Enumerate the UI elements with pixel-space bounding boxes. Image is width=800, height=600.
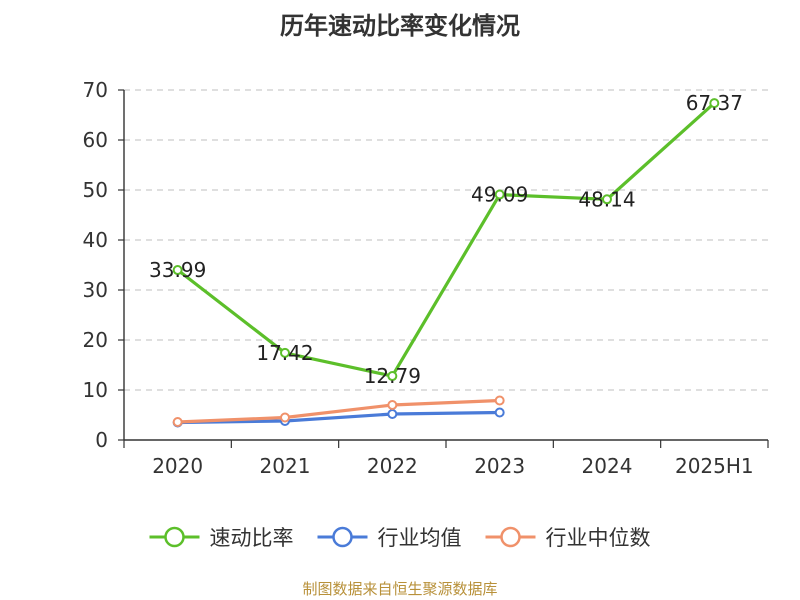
data-label: 49.09 [471,183,528,207]
legend-item[interactable]: 速动比率 [149,526,294,550]
data-label: 48.14 [578,187,635,211]
data-point [387,400,398,410]
legend-item[interactable]: 行业中位数 [485,526,651,550]
y-tick-label: 60 [83,128,108,152]
data-label: 17.42 [256,341,313,365]
chart-title: 历年速动比率变化情况 [280,12,520,40]
data-label: 33.99 [149,258,206,282]
legend-swatch-marker [500,526,521,548]
grid-lines [124,89,768,391]
y-tick-label: 0 [95,428,108,452]
x-tick-label: 2023 [474,454,525,478]
data-point [387,371,398,382]
data-point [494,407,505,418]
data-point [280,347,290,358]
data-point [602,194,612,205]
x-tick-label: 2020 [152,454,203,478]
y-tick-label: 20 [83,328,108,352]
legend[interactable]: 速动比率 行业均值 行业中位数 [149,526,651,550]
legend-label: 行业中位数 [546,526,651,550]
data-point [172,417,183,427]
axes: 0 10 20 30 40 50 60 70 2020 2021 2022 2023 2024 2025H… [83,78,769,478]
x-tick-label: 2025H1 [675,454,754,478]
series-line [176,398,502,424]
y-tick-label: 40 [83,228,108,252]
y-tick-label: 10 [83,378,108,402]
data-point [494,395,505,406]
legend-label: 速动比率 [210,526,294,550]
legend-label: 行业均值 [378,526,462,550]
data-point [494,189,505,200]
x-tick-label: 2024 [582,454,633,478]
data-labels: 33.99 17.42 12.79 49.09 48.14 67.37 [149,91,743,388]
series-line [176,101,716,378]
series-lines [172,98,720,428]
data-point [387,409,398,419]
legend-swatch-marker [164,526,185,548]
x-tick-label: 2021 [260,454,311,478]
y-tick-label: 30 [83,278,108,302]
legend-swatch-marker [332,526,353,548]
data-point [280,412,290,423]
legend-item[interactable]: 行业均值 [317,526,462,550]
data-point [172,265,183,276]
data-point [709,98,720,109]
data-label: 67.37 [686,91,743,115]
source-note: 制图数据来自恒生聚源数据库 [302,580,498,598]
data-label: 12.79 [364,364,421,388]
y-tick-label: 50 [83,178,108,202]
series-line [176,410,502,425]
x-tick-label: 2022 [367,454,418,478]
y-tick-label: 70 [83,78,108,102]
